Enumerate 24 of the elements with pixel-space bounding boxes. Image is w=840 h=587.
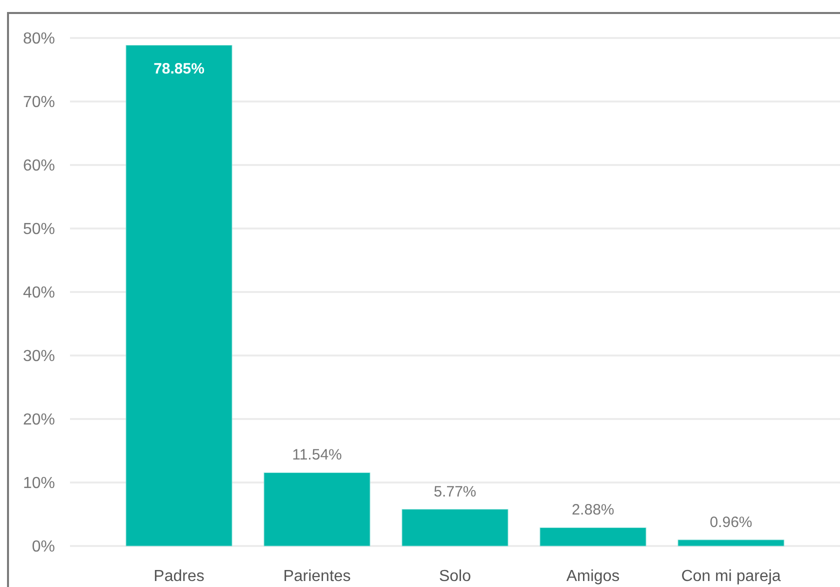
data-label: 0.96% [710, 514, 752, 531]
y-tick-label: 10% [22, 475, 55, 492]
data-label: 78.85% [154, 60, 204, 78]
x-tick-label: Parientes [283, 568, 351, 585]
y-tick-label: 40% [22, 284, 55, 302]
data-label: 2.88% [572, 502, 614, 519]
x-tick-label: Con mi pareja [681, 568, 781, 585]
y-tick-label: 80% [22, 30, 55, 48]
y-tick-label: 70% [22, 94, 55, 112]
x-tick-label: Padres [154, 568, 204, 585]
y-tick-label: 60% [22, 158, 55, 175]
y-tick-label: 0% [32, 538, 55, 556]
y-tick-label: 30% [22, 348, 55, 366]
x-tick-label: Amigos [566, 568, 620, 585]
y-tick-label: 50% [22, 221, 55, 238]
data-label: 5.77% [434, 483, 476, 500]
bar [402, 509, 508, 546]
bar [126, 45, 232, 546]
data-label: 11.54% [292, 446, 342, 464]
bar [678, 540, 784, 546]
x-tick-label: Solo [438, 568, 472, 585]
bar [540, 527, 646, 546]
y-tick-label: 20% [22, 412, 55, 429]
bar [264, 472, 370, 546]
